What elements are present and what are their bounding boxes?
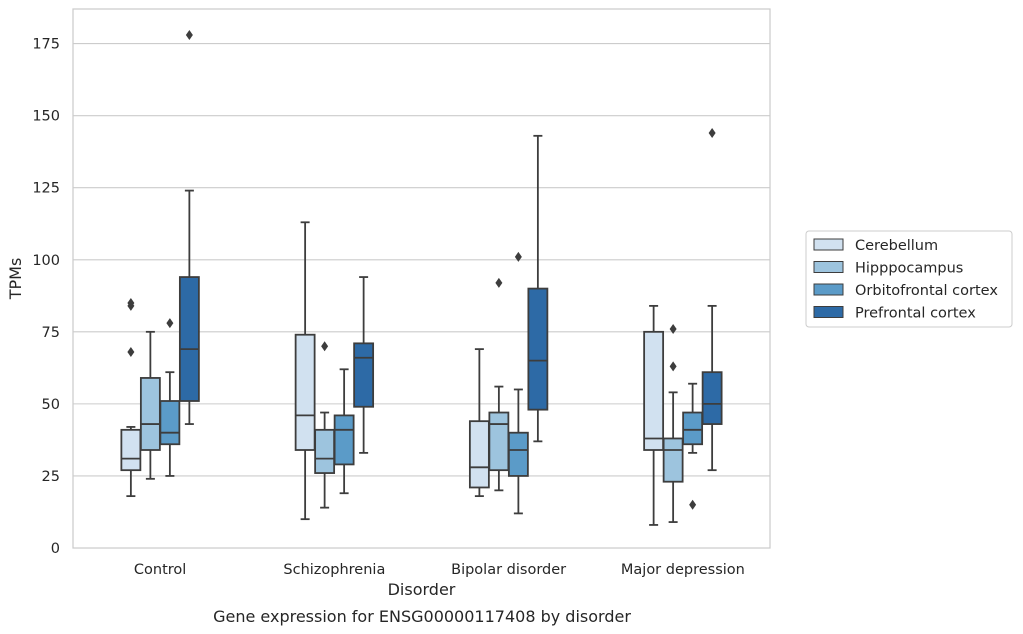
outlier-point: [669, 361, 677, 372]
box-iqr: [178, 276, 200, 402]
box-hipppocampus-schizophrenia: [314, 341, 336, 509]
box-prefrontal-cortex-control: [178, 29, 200, 425]
x-axis-label: Disorder: [388, 580, 456, 599]
y-tick-label: 50: [42, 397, 60, 413]
box-iqr: [682, 411, 704, 446]
box-orbitofrontal-cortex-control: [159, 318, 181, 477]
outlier-point: [669, 323, 677, 334]
y-axis-ticks: 0 25 50 75 100 125 150 175: [32, 37, 60, 557]
box-orbitofrontal-cortex-bipolar-disorder: [507, 251, 529, 515]
chart-title: Gene expression for ENSG00000117408 by d…: [213, 607, 631, 626]
box-iqr: [139, 377, 161, 451]
outlier-point: [127, 298, 135, 308]
box-orbitofrontal-cortex-schizophrenia: [333, 368, 355, 495]
box-iqr: [314, 428, 336, 474]
y-tick-label: 175: [32, 37, 60, 53]
legend-label: Cerebellum: [855, 238, 938, 254]
legend-swatch: [813, 283, 844, 296]
legend-swatch: [813, 238, 844, 251]
legend-label: Hipppocampus: [855, 261, 963, 277]
box-iqr: [120, 428, 142, 472]
box-iqr: [353, 342, 375, 408]
legend-label: Prefrontal cortex: [855, 306, 976, 322]
legend-label: Orbitofrontal cortex: [855, 283, 998, 299]
box-iqr: [662, 437, 684, 483]
y-tick-label: 125: [32, 181, 60, 197]
box-iqr: [468, 420, 490, 489]
legend-swatch: [813, 306, 844, 318]
box-prefrontal-cortex-schizophrenia: [353, 276, 375, 454]
y-tick-label: 25: [42, 469, 60, 485]
x-tick-label: Control: [134, 562, 186, 578]
box-iqr: [159, 400, 181, 446]
outlier-point: [185, 29, 193, 40]
outlier-point: [166, 318, 174, 329]
y-tick-label: 0: [51, 541, 60, 557]
outlier-point: [321, 341, 329, 352]
box-iqr: [488, 411, 510, 472]
box-iqr: [507, 431, 529, 477]
outlier-point: [689, 499, 697, 510]
box-prefrontal-cortex-major-depression: [701, 127, 723, 472]
box-cerebellum-control: [120, 298, 142, 498]
legend-frame: [805, 230, 1013, 328]
box-hipppocampus-bipolar-disorder: [488, 277, 510, 492]
y-tick-label: 150: [32, 109, 60, 125]
box-orbitofrontal-cortex-major-depression: [682, 382, 704, 510]
box-hipppocampus-major-depression: [662, 323, 684, 523]
outlier-point: [708, 127, 716, 138]
box-cerebellum-major-depression: [643, 304, 665, 526]
plot-area-frame: [72, 8, 771, 549]
y-tick-label: 100: [32, 253, 60, 269]
y-tick-label: 75: [42, 325, 60, 341]
outlier-point: [514, 251, 522, 262]
box-cerebellum-bipolar-disorder: [468, 348, 490, 498]
box-series: [120, 29, 723, 526]
box-cerebellum-schizophrenia: [294, 221, 316, 521]
box-iqr: [527, 287, 549, 411]
box-iqr: [294, 333, 316, 451]
x-tick-label: Schizophrenia: [283, 562, 385, 578]
y-axis-label: TPMs: [6, 258, 25, 301]
x-tick-label: Bipolar disorder: [451, 562, 566, 578]
outlier-point: [127, 347, 135, 357]
x-tick-label: Major depression: [621, 562, 745, 578]
legend-swatch: [813, 261, 844, 273]
box-hipppocampus-control: [139, 330, 161, 480]
x-axis-ticks: Control Schizophrenia Bipolar disorder Majo…: [134, 562, 745, 578]
box-prefrontal-cortex-bipolar-disorder: [527, 134, 549, 443]
legend: Cerebellum Hipppocampus Orbitofrontal cort…: [805, 230, 1013, 328]
box-iqr: [333, 414, 355, 466]
box-iqr: [701, 371, 723, 425]
outlier-point: [495, 277, 503, 288]
box-iqr: [643, 330, 665, 451]
